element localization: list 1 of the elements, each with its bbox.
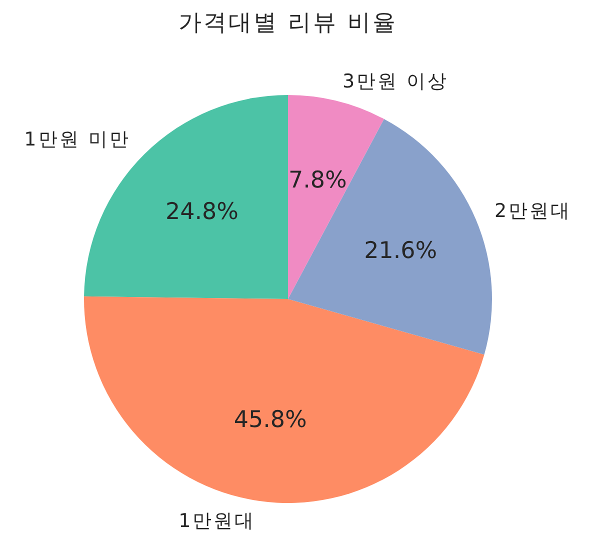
title: 가격대별 리뷰 비율 [178, 10, 398, 36]
